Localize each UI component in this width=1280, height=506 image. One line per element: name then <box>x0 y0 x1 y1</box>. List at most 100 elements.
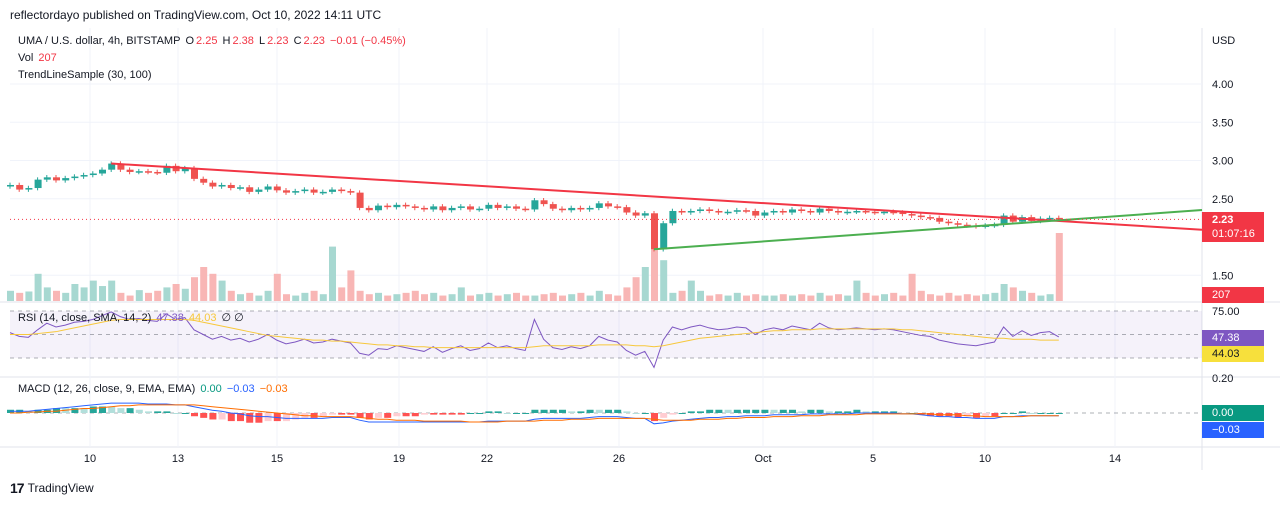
volume-bar <box>411 290 419 301</box>
volume-bar <box>80 287 88 301</box>
macd-histogram-bar <box>89 406 97 413</box>
macd-hist-value: 0.00 <box>200 383 222 395</box>
volume-bar <box>494 295 502 301</box>
macd-legend[interactable]: MACD (12, 26, close, 9, EMA, EMA) 0.00 −… <box>18 383 290 395</box>
volume-bar <box>1000 284 1008 301</box>
macd-histogram-bar <box>577 411 585 413</box>
macd-histogram-bar <box>890 411 898 413</box>
volume-bar <box>246 292 254 301</box>
macd-histogram-bar <box>384 413 392 418</box>
volume-bar <box>329 246 336 301</box>
macd-line-badge-value: −0.03 <box>1212 424 1240 436</box>
candle-body <box>568 207 576 211</box>
volume-bar <box>154 290 162 301</box>
volume-bar <box>917 290 925 301</box>
candle-body <box>669 210 677 224</box>
price-tick-label: 2.50 <box>1212 194 1233 206</box>
volume-bar <box>623 287 631 301</box>
symbol-label: UMA / U.S. dollar, 4h, BITSTAMP <box>18 35 181 47</box>
volume-bar <box>743 295 750 301</box>
rsi-value: 47.38 <box>156 312 184 324</box>
candle-body <box>577 207 585 210</box>
candle-body <box>531 200 539 210</box>
macd-histogram-bar <box>991 413 999 417</box>
volume-bar <box>356 290 364 301</box>
macd-histogram-bar <box>531 409 539 413</box>
volume-bar <box>25 291 33 301</box>
volume-bar <box>218 280 226 301</box>
tradingview-logo-icon: 17 <box>10 480 25 496</box>
volume-bar <box>439 295 447 301</box>
macd-histogram-bar <box>181 413 189 414</box>
rsi-pane[interactable] <box>9 310 1202 369</box>
candle-body <box>936 217 944 222</box>
volume-bar <box>227 290 235 301</box>
open-value: 2.25 <box>196 35 218 47</box>
rsi-badge: 47.38 <box>1202 330 1264 346</box>
candle-body <box>53 177 60 181</box>
volume-bar <box>614 295 622 301</box>
time-axis[interactable]: 10 13 15 19 22 26 Oct 5 10 14 <box>84 453 1121 465</box>
macd-histogram-bar <box>476 413 484 414</box>
macd-histogram-bar <box>163 411 171 413</box>
candle-body <box>825 208 833 211</box>
price-pane[interactable] <box>7 161 1203 301</box>
indicator-label: TrendLineSample (30, 100) <box>18 69 152 81</box>
macd-histogram-bar <box>108 406 116 413</box>
macd-histogram-bar <box>568 411 576 413</box>
candle-body <box>890 211 898 214</box>
volume-badge: 207 <box>1202 287 1264 303</box>
volume-bar <box>1037 295 1045 301</box>
macd-histogram-bar <box>1055 413 1063 414</box>
macd-pane[interactable] <box>7 402 1202 425</box>
volume-bar <box>430 292 438 301</box>
volume-legend[interactable]: Vol 207 <box>18 52 59 64</box>
volume-bar <box>1055 233 1063 301</box>
candle-body <box>595 203 603 208</box>
macd-histogram-bar <box>779 409 787 413</box>
volume-bar <box>89 280 97 301</box>
candle-body <box>945 221 953 224</box>
macd-tick-label: 0.20 <box>1212 373 1233 385</box>
volume-bar <box>145 292 152 301</box>
macd-histogram-bar <box>743 409 750 413</box>
rsi-sma-line <box>10 318 1059 349</box>
vol-label: Vol <box>18 52 34 64</box>
rsi-legend[interactable]: RSI (14, close, SMA, 14, 2) 47.38 44.03 … <box>18 311 246 324</box>
footer-brand[interactable]: 17 TradingView <box>10 480 94 496</box>
volume-bar <box>853 280 861 301</box>
volume-bar <box>641 267 649 301</box>
candle-body <box>614 206 622 208</box>
candle-body <box>871 211 879 214</box>
volume-bar <box>973 295 980 301</box>
candle-body <box>513 206 520 209</box>
candle-body <box>43 177 51 180</box>
candle-body <box>770 210 778 213</box>
candle-body <box>145 171 152 173</box>
volume-bar <box>752 294 760 301</box>
rsi-sma-badge: 44.03 <box>1202 346 1264 362</box>
rsi-sma-value: 44.03 <box>188 312 217 324</box>
candle-body <box>25 188 33 190</box>
macd-histogram-bar <box>53 408 60 413</box>
volume-bar <box>595 290 603 301</box>
macd-signal-value: −0.03 <box>259 383 288 395</box>
volume-bar <box>485 292 493 301</box>
candle-body <box>237 187 244 189</box>
candle-body <box>421 207 428 210</box>
rsi-label: RSI (14, close, SMA, 14, 2) <box>18 312 152 324</box>
macd-histogram-bar <box>448 413 456 415</box>
candle-body <box>227 184 235 189</box>
candle-body <box>697 209 704 211</box>
candle-body <box>384 205 392 208</box>
candle-body <box>264 186 272 190</box>
macd-histogram-bar <box>789 409 796 413</box>
change-value: −0.01 (−0.45%) <box>330 35 406 47</box>
macd-histogram-bar <box>117 408 125 413</box>
macd-label: MACD (12, 26, close, 9, EMA, EMA) <box>18 383 196 395</box>
indicator-legend[interactable]: TrendLineSample (30, 100) <box>18 69 154 81</box>
candle-body <box>678 210 686 213</box>
macd-signal-line <box>10 404 1059 423</box>
